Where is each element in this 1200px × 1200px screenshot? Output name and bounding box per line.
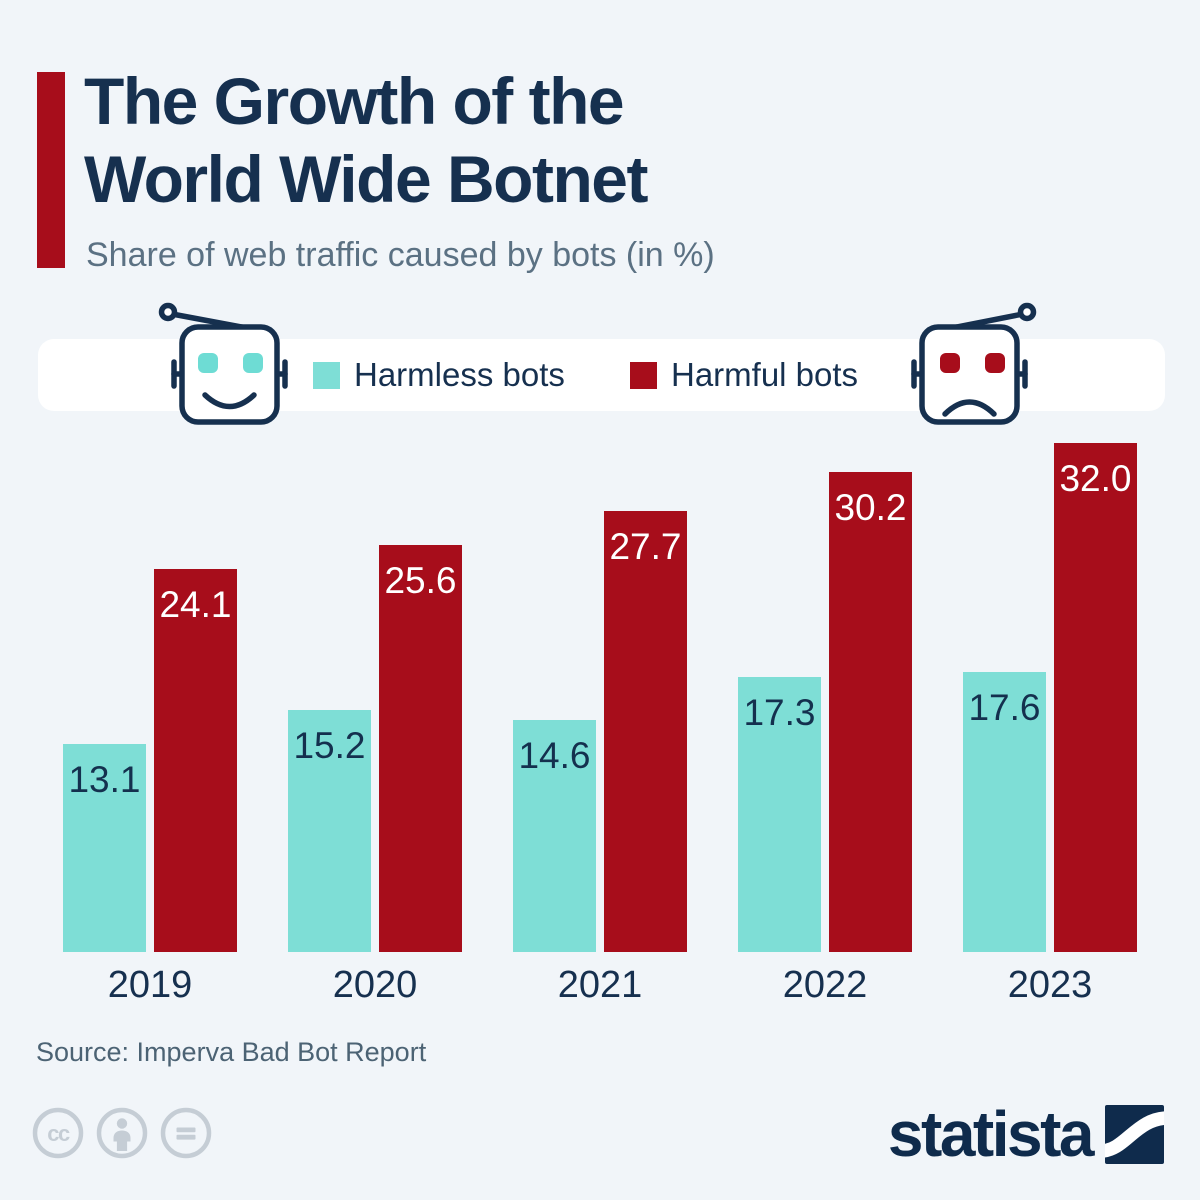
happy-robot-eye bbox=[198, 353, 218, 373]
harmless-swatch bbox=[313, 361, 340, 389]
year-group-2022: 17.3 30.2 2022 bbox=[738, 443, 912, 1007]
bar-harmful-2022: 30.2 bbox=[829, 472, 912, 952]
bars-2019: 13.1 24.1 bbox=[63, 443, 237, 952]
bar-harmful-2023: 32.0 bbox=[1054, 443, 1137, 952]
svg-text:cc: cc bbox=[47, 1121, 70, 1146]
year-label-2020: 2020 bbox=[332, 964, 418, 1006]
license-icons: cc bbox=[32, 1107, 212, 1159]
value-label: 14.6 bbox=[518, 735, 591, 776]
year-label-2019: 2019 bbox=[107, 964, 193, 1006]
title-accent-bar bbox=[37, 72, 65, 268]
bar-harmless-2022: 17.3 bbox=[738, 677, 821, 952]
title-line-2: World Wide Botnet bbox=[84, 142, 648, 216]
page-title: The Growth of the World Wide Botnet bbox=[84, 62, 648, 218]
value-label: 25.6 bbox=[384, 560, 457, 601]
bar-harmless-2020: 15.2 bbox=[288, 710, 371, 952]
bar-harmless-2023: 17.6 bbox=[963, 672, 1046, 952]
bar-harmless-2019: 13.1 bbox=[63, 744, 146, 952]
year-group-2023: 17.6 32.0 2023 bbox=[963, 443, 1137, 1007]
happy-robot-eye bbox=[243, 353, 263, 373]
year-label-2023: 2023 bbox=[1007, 964, 1093, 1006]
attribution-person-icon[interactable] bbox=[96, 1107, 148, 1159]
legend-label-harmless: Harmless bots bbox=[354, 356, 565, 393]
page-subtitle: Share of web traffic caused by bots (in … bbox=[86, 236, 715, 274]
bars-2020: 15.2 25.6 bbox=[288, 443, 462, 952]
statista-wordmark: statista bbox=[887, 1098, 1095, 1170]
sad-robot-icon bbox=[911, 302, 1037, 425]
bars-2023: 17.6 32.0 bbox=[963, 443, 1137, 952]
value-label: 17.6 bbox=[968, 687, 1041, 728]
statista-logo[interactable]: statista bbox=[888, 1097, 1164, 1171]
bar-harmful-2020: 25.6 bbox=[379, 545, 462, 952]
sad-robot-eye bbox=[985, 353, 1005, 373]
happy-robot-icon bbox=[158, 302, 288, 425]
value-label: 32.0 bbox=[1059, 458, 1132, 499]
value-label: 17.3 bbox=[743, 692, 816, 733]
title-line-1: The Growth of the bbox=[84, 64, 625, 138]
statista-logo-mark bbox=[1105, 1104, 1164, 1164]
bars-2021: 14.6 27.7 bbox=[513, 443, 687, 952]
legend-item-harmful: Harmful bots bbox=[630, 339, 858, 411]
bars-2022: 17.3 30.2 bbox=[738, 443, 912, 952]
harmful-swatch bbox=[630, 361, 657, 389]
cc-icon[interactable]: cc bbox=[32, 1107, 84, 1159]
bar-harmless-2021: 14.6 bbox=[513, 720, 596, 952]
value-label: 30.2 bbox=[834, 487, 907, 528]
year-group-2019: 13.1 24.1 2019 bbox=[63, 443, 237, 1007]
bar-harmful-2021: 27.7 bbox=[604, 511, 687, 952]
bar-chart: 13.1 24.1 2019 15.2 25.6 2020 14.6 27.7 2021 17.3… bbox=[63, 443, 1137, 1007]
legend-label-harmful: Harmful bots bbox=[671, 356, 859, 393]
value-label: 13.1 bbox=[68, 759, 141, 800]
year-group-2021: 14.6 27.7 2021 bbox=[513, 443, 687, 1007]
year-label-2022: 2022 bbox=[782, 964, 868, 1006]
value-label: 27.7 bbox=[609, 526, 682, 567]
no-derivatives-equals-icon[interactable] bbox=[160, 1107, 212, 1159]
source-note: Source: Imperva Bad Bot Report bbox=[36, 1037, 427, 1067]
year-label-2021: 2021 bbox=[557, 964, 643, 1006]
year-group-2020: 15.2 25.6 2020 bbox=[288, 443, 462, 1007]
value-label: 24.1 bbox=[159, 584, 232, 625]
legend-item-harmless: Harmless bots bbox=[313, 339, 565, 411]
value-label: 15.2 bbox=[293, 725, 366, 766]
bar-harmful-2019: 24.1 bbox=[154, 569, 237, 952]
sad-robot-eye bbox=[940, 353, 960, 373]
